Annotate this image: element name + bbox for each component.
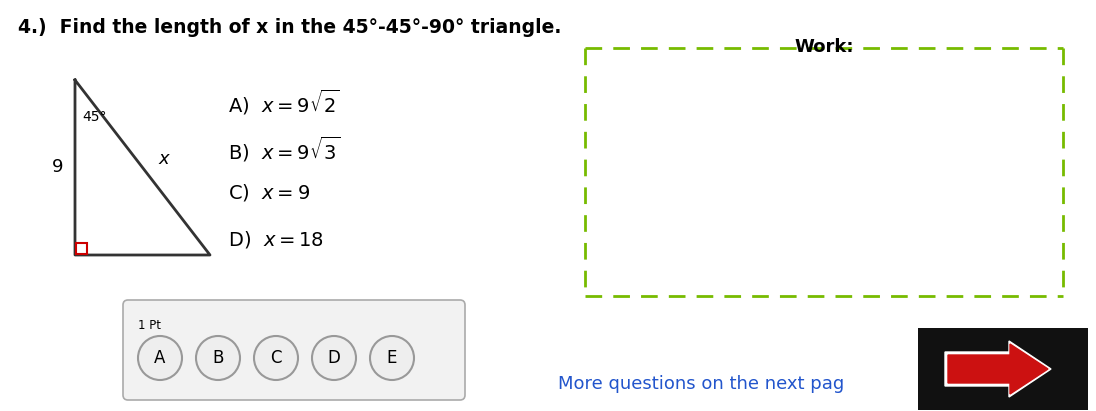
Text: 1 Pt: 1 Pt — [138, 319, 161, 332]
Text: 45°: 45° — [82, 110, 106, 124]
Circle shape — [138, 336, 182, 380]
Text: 9: 9 — [52, 159, 62, 176]
Text: More questions on the next pag: More questions on the next pag — [558, 375, 844, 393]
FancyBboxPatch shape — [123, 300, 465, 400]
Text: A: A — [155, 349, 165, 367]
Text: A)  $x = 9\sqrt{2}$: A) $x = 9\sqrt{2}$ — [228, 88, 340, 117]
Text: Work:: Work: — [795, 38, 854, 56]
Circle shape — [196, 336, 240, 380]
FancyArrow shape — [948, 344, 1048, 394]
Text: B: B — [213, 349, 224, 367]
Circle shape — [312, 336, 356, 380]
Text: 4.)  Find the length of x in the 45°-45°-90° triangle.: 4.) Find the length of x in the 45°-45°-… — [18, 18, 561, 37]
Circle shape — [370, 336, 414, 380]
Text: D: D — [328, 349, 341, 367]
Bar — [76, 243, 87, 254]
Bar — [918, 328, 1088, 410]
Text: C)  $x = 9$: C) $x = 9$ — [228, 182, 310, 203]
Circle shape — [254, 336, 298, 380]
Text: C: C — [271, 349, 282, 367]
Text: E: E — [387, 349, 397, 367]
Text: $x$: $x$ — [159, 150, 172, 169]
FancyArrow shape — [945, 341, 1051, 397]
Text: D)  $x = 18$: D) $x = 18$ — [228, 229, 324, 250]
Text: B)  $x = 9\sqrt{3}$: B) $x = 9\sqrt{3}$ — [228, 135, 340, 164]
